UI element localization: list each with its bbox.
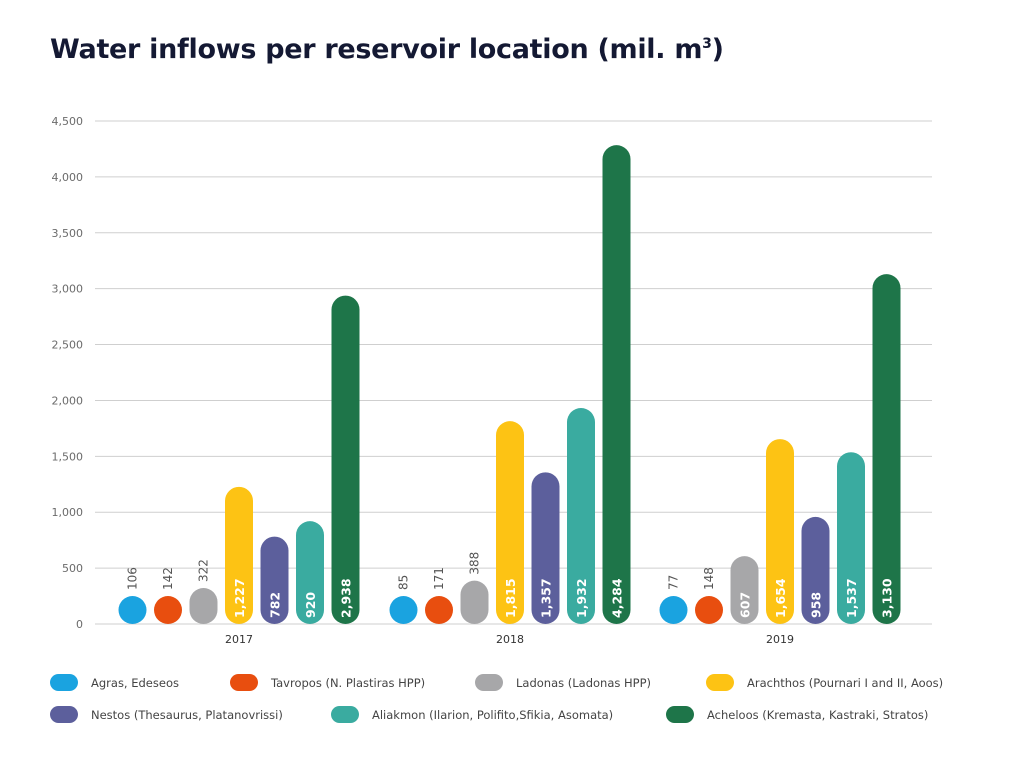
data-label: 142	[161, 567, 175, 590]
data-label: 4,284	[610, 578, 625, 618]
bar	[567, 408, 595, 624]
data-label: 322	[197, 559, 211, 582]
bar	[695, 596, 723, 624]
bar	[872, 274, 901, 624]
data-label: 171	[432, 567, 446, 590]
bar	[602, 145, 631, 625]
x-tick-label: 2017	[225, 633, 253, 646]
data-label: 388	[468, 552, 482, 575]
bar	[460, 580, 489, 624]
data-label: 1,537	[844, 578, 859, 618]
data-label: 607	[738, 592, 753, 618]
data-label: 2,938	[339, 578, 354, 618]
bar	[766, 439, 794, 624]
data-label: 782	[268, 592, 283, 618]
bar	[425, 596, 453, 624]
bar	[118, 596, 147, 624]
data-label: 1,815	[503, 578, 518, 618]
data-label: 1,227	[232, 578, 247, 618]
bar	[531, 472, 560, 624]
data-label: 148	[702, 567, 716, 590]
x-tick-label: 2018	[496, 633, 524, 646]
data-label: 77	[667, 575, 681, 590]
data-label: 85	[397, 575, 411, 590]
x-tick-label: 2019	[766, 633, 794, 646]
y-tick-label: 1,000	[52, 506, 84, 519]
y-tick-label: 2,500	[52, 339, 84, 352]
bar	[296, 521, 324, 624]
y-tick-label: 500	[62, 562, 83, 575]
y-tick-label: 4,000	[52, 171, 84, 184]
bar	[189, 588, 218, 624]
bar	[154, 596, 182, 624]
data-label: 958	[809, 592, 824, 618]
bar	[730, 556, 759, 624]
y-tick-label: 0	[76, 618, 83, 631]
data-label: 3,130	[880, 578, 895, 618]
bar	[389, 596, 418, 624]
y-tick-label: 2,000	[52, 394, 84, 407]
bar	[331, 295, 360, 624]
chart-title: Water inflows per reservoir location (mi…	[50, 34, 724, 65]
data-label: 1,357	[539, 578, 554, 618]
y-tick-label: 3,000	[52, 283, 84, 296]
bar	[659, 596, 688, 624]
y-tick-label: 1,500	[52, 450, 84, 463]
data-label: 1,932	[574, 578, 589, 618]
bar	[496, 421, 524, 624]
bar	[260, 536, 289, 624]
data-label: 106	[126, 567, 140, 590]
data-label: 920	[303, 592, 318, 618]
bar	[801, 516, 830, 624]
bar	[837, 452, 865, 624]
y-tick-label: 3,500	[52, 227, 84, 240]
bar	[225, 486, 253, 624]
data-label: 1,654	[773, 578, 788, 618]
y-tick-label: 4,500	[52, 115, 84, 128]
